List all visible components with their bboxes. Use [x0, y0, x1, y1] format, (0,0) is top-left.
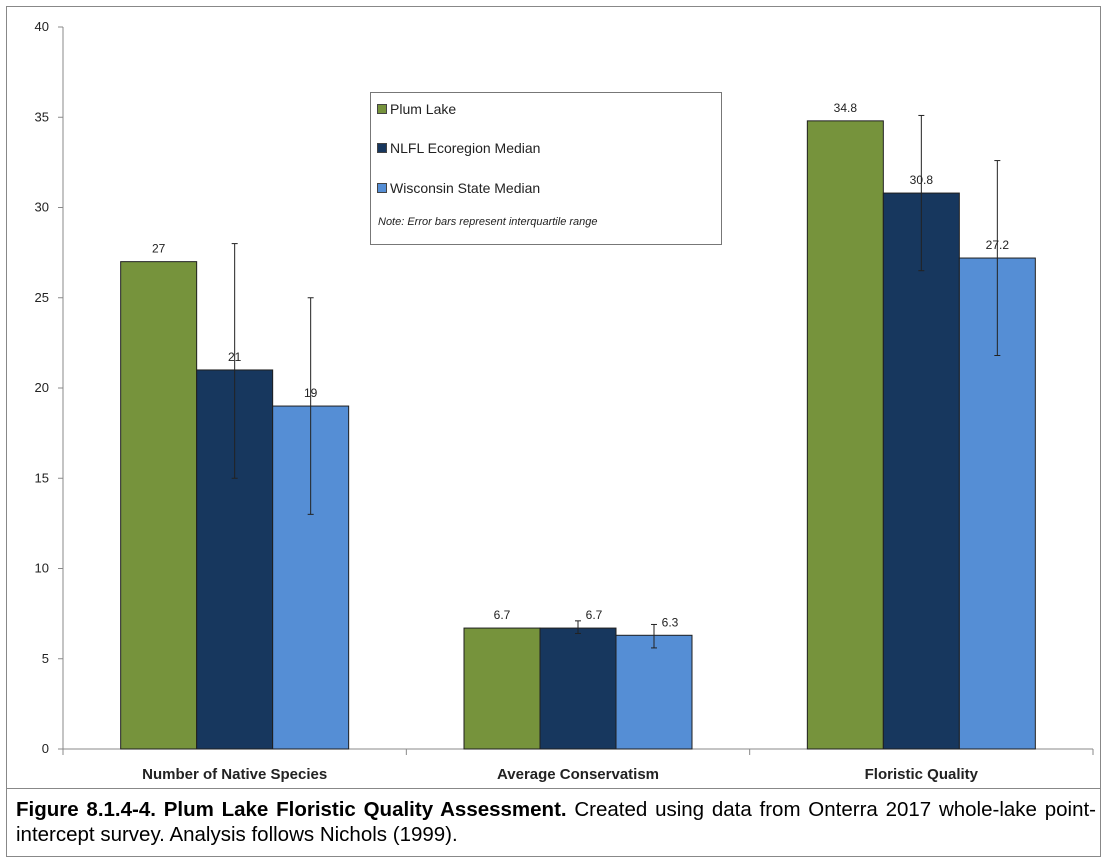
legend-label-wisconsin-state-median: Wisconsin State Median — [390, 180, 541, 196]
caption-text: Created using data from Onterra 2017 who… — [16, 798, 1096, 846]
caption-title: Figure 8.1.4-4. Plum Lake Floristic Qual… — [16, 798, 567, 821]
data-label-plum-lake-average-conservatism: 6.7 — [494, 608, 511, 622]
data-label-nlfl-ecoregion-median-average-conservatism: 6.7 — [586, 608, 603, 622]
y-tick-label-5: 5 — [42, 651, 49, 666]
bar-plum-lake-number-of-native-species — [120, 261, 198, 750]
data-label-plum-lake-number-of-native-species: 27 — [152, 242, 166, 256]
category-label-number-of-native-species: Number of Native Species — [142, 766, 327, 783]
data-label-nlfl-ecoregion-median-number-of-native-species: 21 — [228, 350, 242, 364]
category-label-average-conservatism: Average Conservatism — [497, 766, 659, 783]
legend-item-wisconsin-state-median: Wisconsin State Median — [377, 180, 540, 196]
caption-box: Figure 8.1.4-4. Plum Lake Floristic Qual… — [6, 789, 1101, 857]
y-tick-label-40: 40 — [35, 19, 49, 34]
y-tick-label-10: 10 — [35, 561, 49, 576]
legend-swatch-nlfl-ecoregion-median — [377, 143, 387, 153]
y-tick-label-0: 0 — [42, 741, 49, 756]
y-tick-label-20: 20 — [35, 380, 49, 395]
legend-item-nlfl-ecoregion-median: NLFL Ecoregion Median — [377, 140, 540, 156]
data-label-plum-lake-floristic-quality: 34.8 — [834, 101, 858, 115]
data-label-nlfl-ecoregion-median-floristic-quality: 30.8 — [910, 173, 934, 187]
bar-chart: 0 5 10 15 20 25 30 35 40 Number of Native Species… — [35, 19, 1094, 783]
data-label-wisconsin-state-median-average-conservatism: 6.3 — [662, 615, 679, 629]
y-tick-label-35: 35 — [35, 109, 49, 124]
y-tick-label-25: 25 — [35, 290, 49, 305]
data-label-wisconsin-state-median-floristic-quality: 27.2 — [986, 238, 1010, 252]
bar-wisconsin-state-median-average-conservatism — [615, 634, 693, 750]
legend: Plum Lake NLFL Ecoregion Median Wisconsi… — [370, 92, 722, 245]
category-label-floristic-quality: Floristic Quality — [865, 766, 979, 783]
bar-plum-lake-average-conservatism — [463, 627, 541, 750]
y-tick-label-30: 30 — [35, 200, 49, 215]
data-label-wisconsin-state-median-number-of-native-species: 19 — [304, 386, 318, 400]
chart-area: 0 5 10 15 20 25 30 35 40 Number of Native Species… — [6, 6, 1101, 789]
bar-nlfl-ecoregion-median-floristic-quality — [882, 192, 960, 750]
legend-item-plum-lake: Plum Lake — [377, 101, 456, 117]
legend-swatch-plum-lake — [377, 104, 387, 114]
y-tick-label-15: 15 — [35, 470, 49, 485]
legend-label-plum-lake: Plum Lake — [390, 101, 457, 117]
legend-note: Note: Error bars represent interquartile… — [378, 216, 598, 228]
bar-plum-lake-floristic-quality — [806, 120, 884, 750]
bar-nlfl-ecoregion-median-average-conservatism — [539, 627, 617, 750]
figure-caption: Figure 8.1.4-4. Plum Lake Floristic Qual… — [16, 797, 1096, 847]
legend-label-nlfl-ecoregion-median: NLFL Ecoregion Median — [390, 140, 541, 156]
legend-swatch-wisconsin-state-median — [377, 183, 387, 193]
